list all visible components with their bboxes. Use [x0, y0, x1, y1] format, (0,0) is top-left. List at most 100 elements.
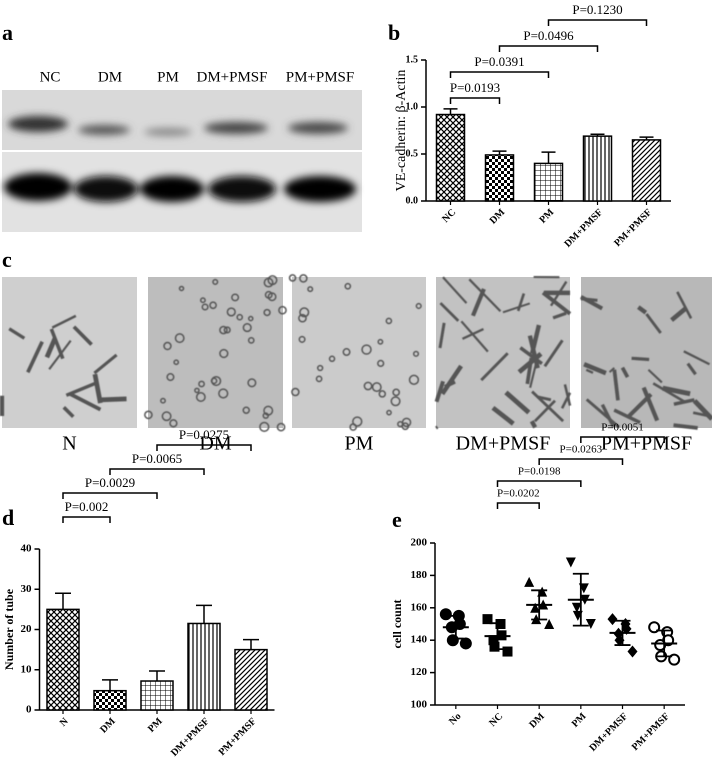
- x-tick-label: DM: [98, 716, 118, 736]
- x-tick-label: PM: [537, 207, 556, 226]
- cell: [201, 303, 209, 311]
- data-point: [585, 619, 596, 629]
- cell: [163, 341, 172, 351]
- data-point: [482, 614, 493, 625]
- cell: [166, 373, 175, 382]
- condition-label: DM+PMSF: [456, 433, 551, 455]
- tube: [502, 302, 531, 314]
- error-bar: [55, 592, 71, 610]
- cell: [267, 292, 277, 302]
- cell: [278, 305, 287, 315]
- significance-bracket: [109, 468, 205, 475]
- tube: [26, 340, 44, 374]
- error-bar: [149, 670, 165, 682]
- cell: [316, 364, 324, 372]
- error-bar: [443, 108, 458, 115]
- tube: [580, 297, 598, 302]
- cell: [259, 421, 270, 433]
- cell: [169, 419, 178, 428]
- panel-label: c: [2, 247, 12, 272]
- p-value: P=0.0202: [497, 488, 540, 500]
- cell: [219, 325, 228, 335]
- tube: [460, 320, 489, 353]
- y-tick-label: 0: [26, 704, 32, 716]
- cell: [299, 274, 308, 283]
- micrograph: [581, 277, 712, 428]
- bar: [46, 608, 80, 711]
- cell: [209, 301, 217, 310]
- tube: [686, 362, 697, 376]
- lane-label: DM: [98, 69, 122, 85]
- cell: [236, 313, 244, 321]
- blot-bands: [4, 116, 356, 202]
- cell: [315, 375, 323, 383]
- tube: [613, 408, 641, 425]
- p-value: P=0.0193: [450, 80, 500, 95]
- data-point: [524, 576, 535, 587]
- tube: [543, 339, 564, 368]
- cell: [263, 277, 274, 288]
- p-value: P=0.0065: [132, 451, 182, 466]
- micrograph-texture: [288, 274, 422, 431]
- bar: [582, 135, 613, 202]
- cell: [401, 422, 410, 431]
- lane-label: DM+PMSF: [197, 69, 268, 85]
- tube: [652, 382, 686, 404]
- cell: [247, 378, 257, 388]
- x-tick-label: PM: [570, 711, 589, 730]
- tube: [676, 291, 693, 320]
- panel-label: a: [2, 20, 13, 45]
- panel-label: e: [392, 507, 402, 532]
- condition-label: N: [62, 433, 76, 455]
- cell: [392, 388, 401, 397]
- tube: [504, 390, 531, 415]
- micrograph-texture: [434, 275, 572, 430]
- cell: [377, 338, 384, 345]
- tube: [517, 352, 543, 374]
- cell: [371, 382, 382, 393]
- x-tick-label: DM+PMSF: [587, 711, 630, 754]
- tube: [585, 398, 621, 429]
- cell: [144, 410, 153, 420]
- x-tick-label: DM: [527, 711, 547, 731]
- cell: [298, 335, 306, 343]
- tube: [662, 385, 691, 397]
- cell: [401, 417, 412, 428]
- y-tick-label: 200: [411, 537, 428, 549]
- data-point: [530, 602, 541, 613]
- x-tick-label: DM+PMSF: [562, 207, 605, 250]
- lane-label: PM+PMSF: [286, 69, 355, 85]
- y-tick-label: 30: [21, 583, 33, 595]
- y-axis-label: VE-cadherin: β-Actin: [394, 70, 409, 192]
- micrograph: [436, 277, 570, 428]
- tube: [552, 311, 567, 320]
- tube: [51, 314, 77, 329]
- micrograph: [2, 277, 137, 428]
- significance-bracket: [538, 458, 624, 465]
- tube: [72, 325, 93, 346]
- tube: [683, 350, 711, 366]
- tube: [631, 356, 650, 362]
- data-point: [489, 641, 500, 652]
- cell: [247, 315, 254, 322]
- cell: [377, 359, 385, 368]
- tube: [49, 328, 65, 360]
- cell: [386, 409, 392, 416]
- data-point: [544, 619, 555, 629]
- y-tick-label: 100: [411, 699, 428, 711]
- tube: [480, 352, 509, 382]
- tube: [92, 373, 103, 404]
- tube: [692, 411, 710, 418]
- cell: [344, 282, 352, 290]
- sd-bar: [531, 589, 548, 621]
- panel-label: b: [388, 20, 400, 45]
- x-tick-label: PM+PMSF: [217, 716, 259, 758]
- significance-bracket: [62, 492, 158, 499]
- cell: [262, 412, 269, 419]
- x-tick-label: DM+PMSF: [169, 716, 212, 759]
- cell: [199, 297, 206, 304]
- y-tick-label: 20: [21, 623, 33, 635]
- condition-label: PM+PMSF: [601, 433, 692, 455]
- significance-bracket: [62, 516, 111, 523]
- y-tick-label: 0.5: [406, 148, 419, 159]
